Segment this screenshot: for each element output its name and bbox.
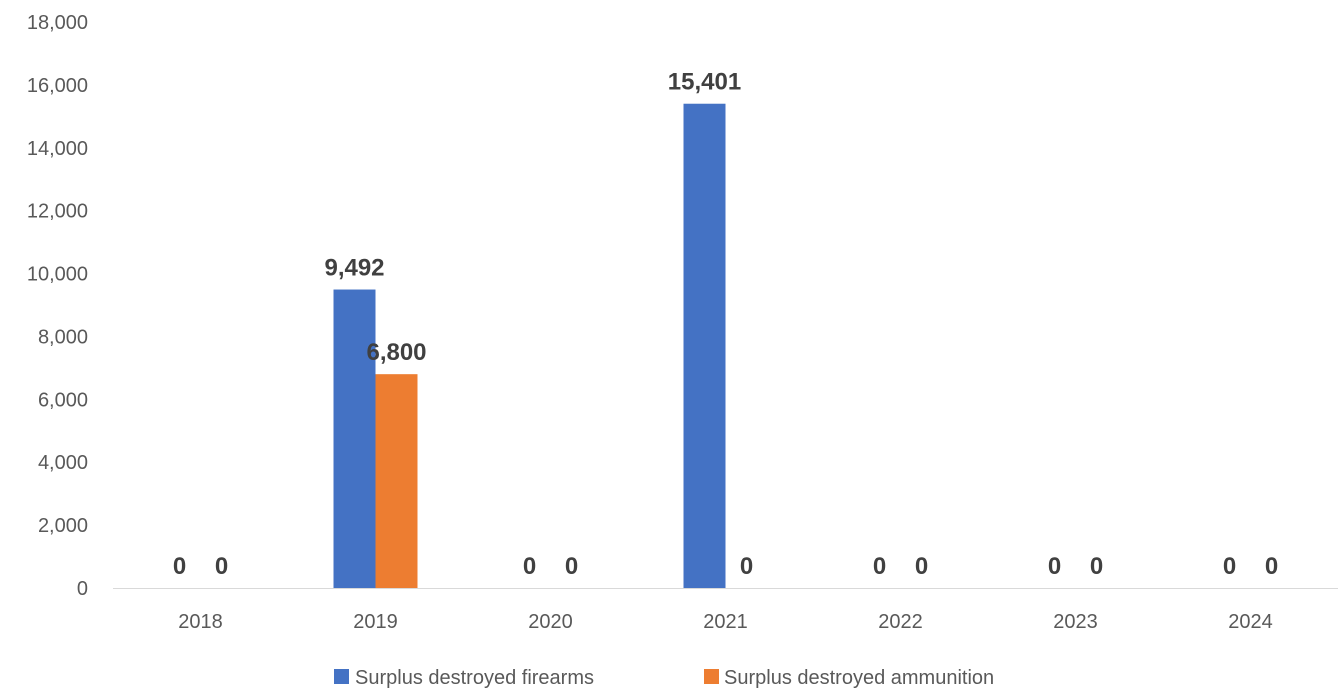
legend-label-firearms: Surplus destroyed firearms — [355, 667, 594, 689]
y-tick-label: 6,000 — [38, 389, 88, 411]
legend-swatch-ammunition — [704, 669, 719, 684]
y-tick-label: 2,000 — [38, 515, 88, 537]
data-label-ammunition-2018: 0 — [215, 553, 228, 580]
x-tick-label: 2020 — [528, 611, 573, 633]
y-tick-label: 14,000 — [27, 138, 88, 160]
bar-firearms-2021 — [683, 103, 726, 588]
data-label-firearms-2021: 15,401 — [668, 69, 741, 96]
data-label-firearms-2018: 0 — [173, 553, 186, 580]
data-label-firearms-2023: 0 — [1048, 553, 1061, 580]
bars — [333, 103, 726, 588]
legend-swatch-firearms — [334, 669, 349, 684]
legend: Surplus destroyed firearms Surplus destro… — [334, 667, 994, 689]
y-tick-label: 18,000 — [27, 12, 88, 34]
data-label-ammunition-2019: 6,800 — [366, 339, 426, 366]
y-tick-label: 0 — [77, 578, 88, 600]
y-tick-label: 8,000 — [38, 326, 88, 348]
data-label-ammunition-2024: 0 — [1265, 553, 1278, 580]
x-axis: 2018 2019 2020 2021 2022 2023 2024 — [113, 588, 1338, 633]
x-tick-label: 2024 — [1228, 611, 1273, 633]
bar-ammunition-2019 — [375, 374, 418, 588]
data-label-firearms-2022: 0 — [873, 553, 886, 580]
data-label-firearms-2024: 0 — [1223, 553, 1236, 580]
bar-firearms-2019 — [333, 289, 376, 588]
data-label-firearms-2020: 0 — [523, 553, 536, 580]
x-tick-label: 2023 — [1053, 611, 1098, 633]
y-tick-label: 10,000 — [27, 264, 88, 286]
data-label-firearms-2019: 9,492 — [324, 255, 384, 282]
y-tick-label: 16,000 — [27, 75, 88, 97]
x-tick-label: 2018 — [178, 611, 223, 633]
y-tick-label: 12,000 — [27, 201, 88, 223]
x-tick-label: 2019 — [353, 611, 398, 633]
x-tick-label: 2022 — [878, 611, 923, 633]
legend-label-ammunition: Surplus destroyed ammunition — [724, 667, 994, 689]
x-tick-label: 2021 — [703, 611, 748, 633]
data-labels: 0 0 9,492 6,800 0 0 15,401 0 0 0 0 0 0 0 — [173, 69, 1278, 580]
y-axis: 0 2,000 4,000 6,000 8,000 10,000 12,000 14,000 1… — [27, 12, 88, 600]
data-label-ammunition-2021: 0 — [740, 553, 753, 580]
data-label-ammunition-2020: 0 — [565, 553, 578, 580]
y-tick-label: 4,000 — [38, 452, 88, 474]
data-label-ammunition-2022: 0 — [915, 553, 928, 580]
data-label-ammunition-2023: 0 — [1090, 553, 1103, 580]
